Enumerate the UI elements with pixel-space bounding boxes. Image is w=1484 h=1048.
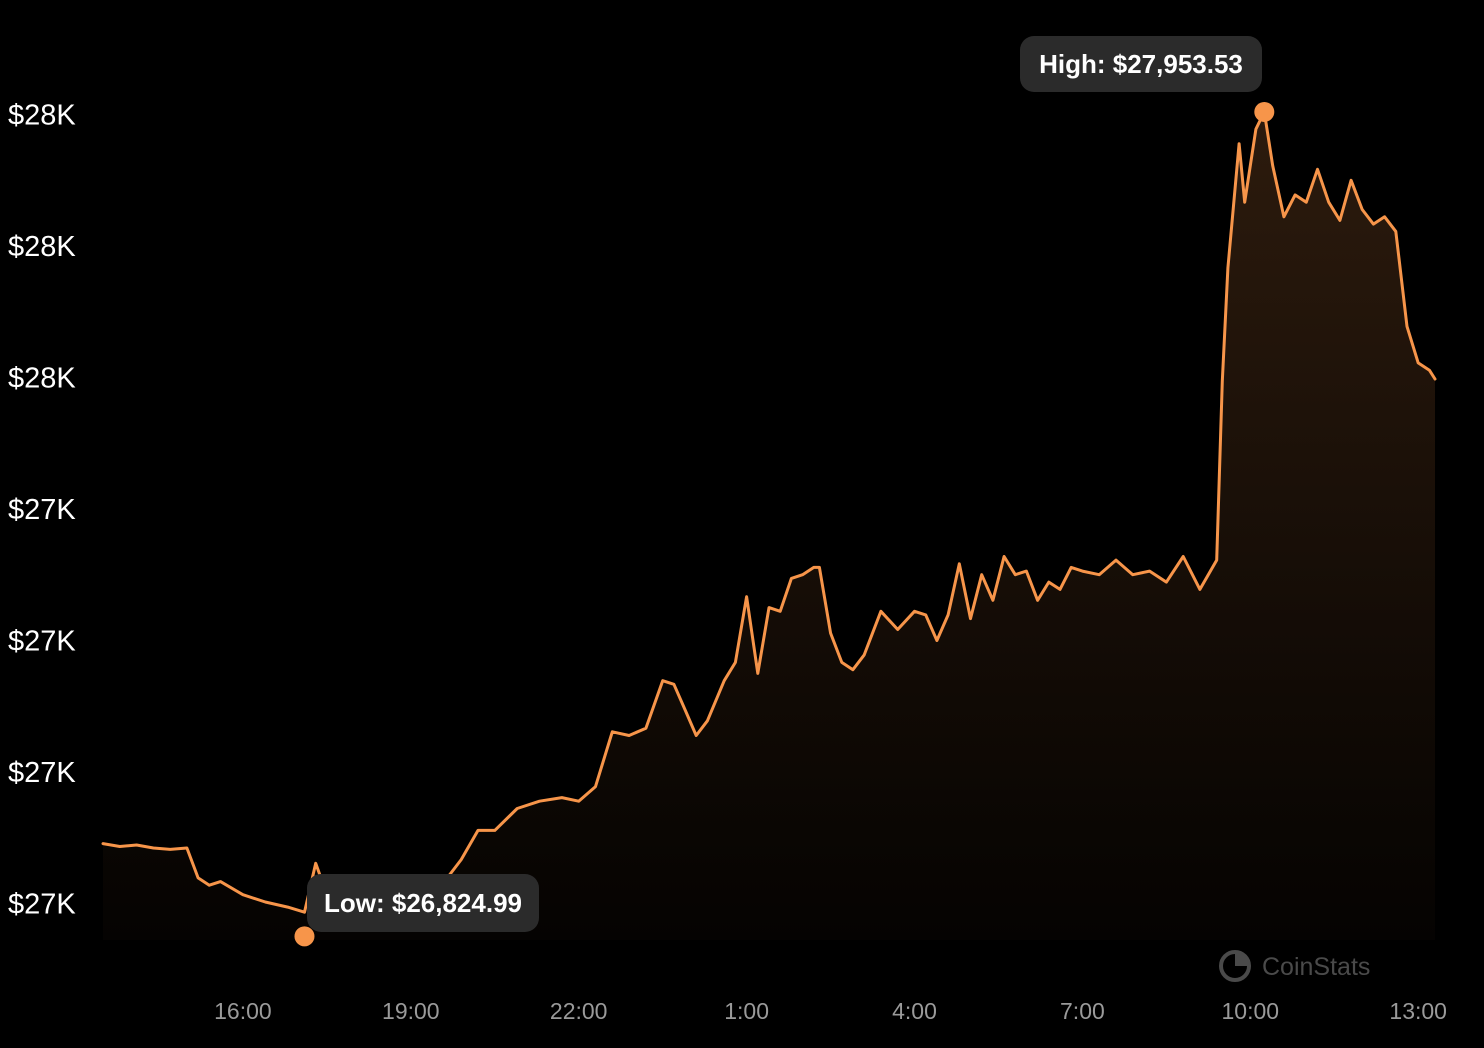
x-axis: 16:00 19:00 22:00 1:00 4:00 7:00 10:00 13:00: [214, 998, 1447, 1024]
x-tick-label: 19:00: [382, 998, 440, 1024]
high-annotation: High: $27,953.53: [1020, 36, 1275, 122]
y-tick-label: $27K: [8, 888, 76, 920]
y-tick-label: $28K: [8, 231, 76, 263]
y-tick-label: $28K: [8, 363, 76, 395]
high-label: High: $27,953.53: [1039, 49, 1243, 79]
x-tick-label: 16:00: [214, 998, 272, 1024]
coinstats-logo-icon: [1219, 950, 1251, 982]
y-tick-label: $28K: [8, 100, 76, 132]
low-annotation: Low: $26,824.99: [294, 874, 539, 947]
x-tick-label: 7:00: [1060, 998, 1105, 1024]
y-tick-label: $27K: [8, 757, 76, 789]
low-tooltip: [307, 874, 539, 932]
low-point: [294, 926, 315, 947]
high-point: [1254, 101, 1275, 122]
x-tick-label: 10:00: [1222, 998, 1280, 1024]
x-tick-label: 22:00: [550, 998, 608, 1024]
annotations: High: $27,953.53 Low: $26,824.99: [294, 36, 1275, 947]
plot-area: [101, 110, 1437, 940]
y-axis: $28K $28K $28K $27K $27K $27K $27K: [8, 100, 76, 921]
x-tick-label: 4:00: [892, 998, 937, 1024]
y-tick-label: $27K: [8, 625, 76, 657]
y-tick-label: $27K: [8, 494, 76, 526]
price-area: [103, 111, 1435, 940]
watermark-label: CoinStats: [1262, 953, 1370, 981]
high-tooltip: [1020, 36, 1262, 92]
watermark: CoinStats: [1219, 950, 1370, 982]
low-label: Low: $26,824.99: [324, 888, 522, 918]
x-tick-label: 1:00: [724, 998, 769, 1024]
x-tick-label: 13:00: [1389, 998, 1447, 1024]
